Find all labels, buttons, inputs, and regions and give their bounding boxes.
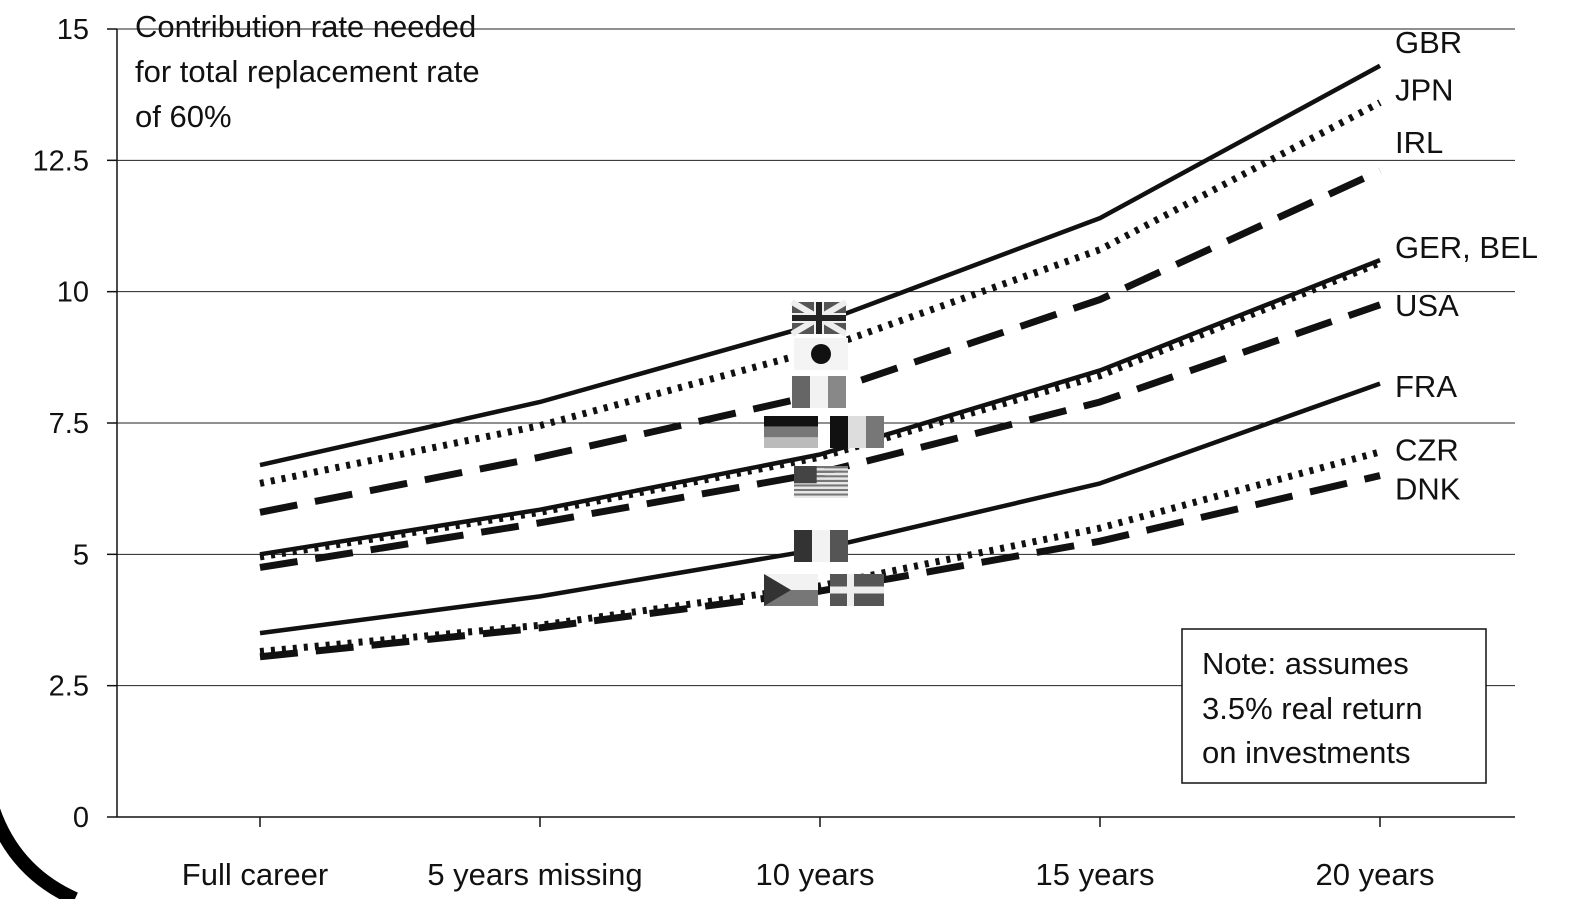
decorative-corner-arc bbox=[0, 808, 78, 899]
note-line-1: Note: assumes bbox=[1202, 646, 1409, 681]
y-tick-label-1: 2.5 bbox=[49, 671, 89, 703]
series-label-5: FRA bbox=[1395, 369, 1457, 404]
series-line-dnk bbox=[259, 472, 1381, 661]
y-tick-label-3: 7.5 bbox=[49, 408, 89, 440]
y-tick-label-4: 10 bbox=[57, 277, 89, 309]
axes: 0 2.5 5 7.5 10 12.5 15 Full career 5 years missi… bbox=[33, 14, 1515, 892]
series-label-6: CZR bbox=[1395, 432, 1459, 467]
x-tick-label-0: Full career bbox=[182, 857, 328, 892]
series-line-fra bbox=[259, 381, 1381, 636]
x-tick-label-2: 10 years bbox=[756, 857, 875, 892]
y-tick-label-5: 12.5 bbox=[33, 145, 89, 177]
series-line-bel bbox=[259, 259, 1382, 561]
chart-title-line-1: Contribution rate needed bbox=[135, 9, 476, 44]
gbr-flag bbox=[790, 299, 848, 337]
irl-flag bbox=[792, 376, 846, 408]
series-label-3: GER, BEL bbox=[1395, 230, 1538, 265]
flag-markers bbox=[764, 299, 884, 606]
x-tick-label-1: 5 years missing bbox=[427, 857, 642, 892]
note-box: Note: assumes 3.5% real return on invest… bbox=[1181, 628, 1487, 784]
y-tick-label-2: 5 bbox=[73, 539, 89, 571]
series-label-4: USA bbox=[1395, 288, 1459, 323]
usa-flag bbox=[794, 466, 848, 498]
series-label-2: IRL bbox=[1395, 125, 1443, 160]
fra-flag bbox=[794, 530, 848, 562]
x-tick-label-4: 20 years bbox=[1316, 857, 1435, 892]
x-tick-label-3: 15 years bbox=[1036, 857, 1155, 892]
jpn-flag bbox=[794, 338, 848, 370]
series-label-7: DNK bbox=[1395, 472, 1461, 507]
bel-flag bbox=[830, 416, 884, 448]
czr-flag bbox=[764, 574, 818, 606]
series-end-labels: GBR JPN IRL GER, BEL USA FRA CZR DNK bbox=[1395, 25, 1538, 507]
ger-flag bbox=[764, 416, 818, 448]
note-line-2: 3.5% real return bbox=[1202, 691, 1423, 726]
y-tick-label-0: 0 bbox=[73, 802, 89, 834]
dnk-flag bbox=[830, 574, 884, 606]
note-line-3: on investments bbox=[1202, 735, 1411, 770]
series-label-1: JPN bbox=[1395, 72, 1454, 107]
y-tick-label-6: 15 bbox=[57, 14, 89, 46]
series-line-jpn bbox=[259, 99, 1382, 487]
series-label-0: GBR bbox=[1395, 25, 1462, 60]
chart-title-line-3: of 60% bbox=[135, 99, 232, 134]
chart-title-line-2: for total replacement rate bbox=[135, 54, 480, 89]
